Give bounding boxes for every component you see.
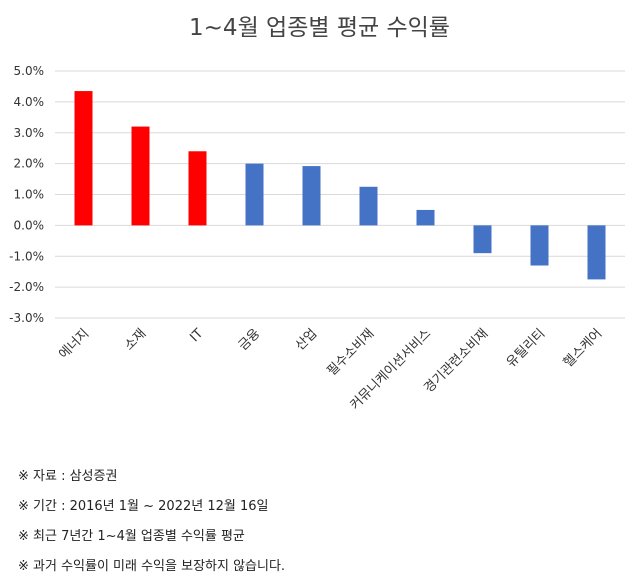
y-tick-label: 5.0% (14, 64, 45, 78)
x-tick-label: IT (187, 326, 206, 345)
chart-title: 1~4월 업종별 평균 수익률 (189, 15, 450, 41)
x-tick-label: 소재 (122, 326, 150, 354)
notes: ※ 자료 : 삼성증권 ※ 기간 : 2016년 1월 ~ 2022년 12월 … (18, 467, 285, 587)
y-tick-label: -1.0% (9, 249, 44, 263)
bar (587, 225, 606, 280)
bar (530, 225, 549, 266)
note-disclaimer: ※ 과거 수익률이 미래 수익을 보장하지 않습니다. (18, 559, 286, 574)
y-tick-label: 4.0% (14, 95, 45, 109)
y-axis-ticks: 5.0% 4.0% 3.0% 2.0% 1.0% 0.0% -1.0% -2.0% -3.0% (9, 64, 44, 325)
y-tick-label: -3.0% (9, 311, 44, 325)
y-tick-label: -2.0% (9, 280, 44, 294)
x-tick-label: 유틸리티 (504, 326, 548, 370)
bar (74, 91, 93, 226)
x-tick-label: 산업 (293, 326, 321, 354)
x-tick-label: 필수소비재 (324, 326, 377, 379)
note-period: ※ 기간 : 2016년 1월 ~ 2022년 12월 16일 (18, 499, 269, 514)
y-tick-label: 3.0% (14, 126, 45, 140)
bar-chart: 5.0%4.0%3.0%2.0%1.0%0.0%-1.0%-2.0%-3.0% … (9, 64, 625, 413)
bar (302, 166, 321, 226)
bar (245, 163, 264, 226)
bar (359, 186, 378, 226)
x-tick-label: 에너지 (56, 326, 92, 362)
note-description: ※ 최근 7년간 1~4월 업종별 수익률 평균 (18, 529, 245, 544)
note-source: ※ 자료 : 삼성증권 (18, 469, 118, 484)
y-tick-label: 0.0% (14, 218, 45, 232)
x-tick-label: 헬스케어 (561, 326, 605, 370)
bar (416, 209, 435, 226)
bars (74, 91, 606, 280)
bar (131, 126, 150, 226)
y-tick-label: 1.0% (14, 188, 45, 202)
bar (188, 151, 207, 226)
y-tick-label: 2.0% (14, 157, 45, 171)
gridlines (55, 70, 625, 319)
x-tick-label: 금융 (236, 326, 264, 354)
bar (473, 225, 492, 254)
